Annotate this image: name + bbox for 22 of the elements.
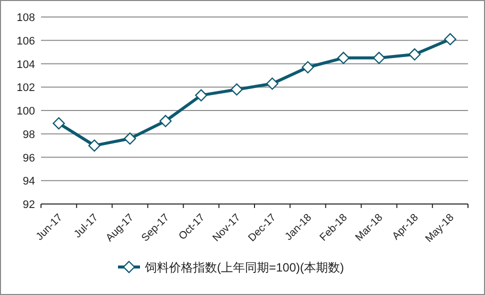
point [124,132,136,145]
point [408,48,421,60]
point [52,117,65,130]
y-tick-label: 108 [16,12,35,24]
point [444,33,456,46]
point [372,52,386,64]
y-tick-label: 102 [16,82,35,94]
y-tick-label: 100 [16,106,35,118]
point [230,83,243,96]
point [266,78,278,90]
point [195,89,208,102]
legend-label: 饲料价格指数(上年同期=100)(本期数) [144,260,344,274]
point [337,52,350,64]
point [88,139,100,152]
y-tick-label: 104 [16,58,35,71]
y-tick-label: 106 [16,35,35,48]
y-tick-label: 96 [22,152,35,164]
point [302,61,314,74]
y-tick-label: 94 [22,176,35,188]
point [159,114,172,128]
y-tick-label: 98 [22,128,35,141]
y-tick-label: 92 [22,199,35,211]
